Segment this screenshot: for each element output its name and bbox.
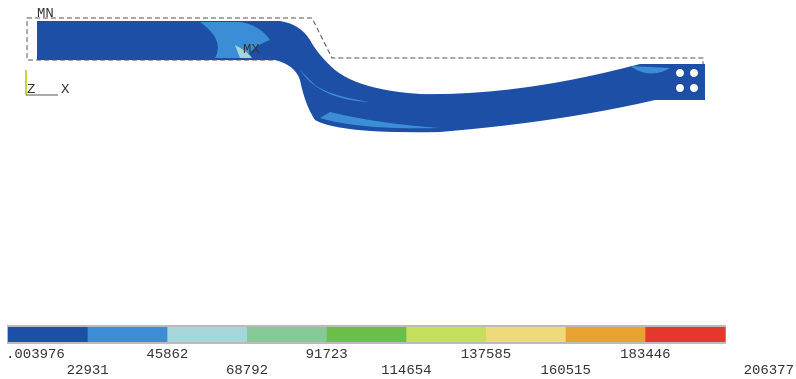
- legend-band: [645, 327, 725, 342]
- max-marker: MX: [243, 42, 260, 58]
- hole: [676, 84, 684, 92]
- legend-band: [167, 327, 247, 342]
- legend-label: 68792: [226, 363, 268, 379]
- hole: [676, 69, 684, 77]
- legend-band: [486, 327, 566, 342]
- hole: [690, 84, 698, 92]
- hole: [690, 69, 698, 77]
- legend-band: [247, 327, 327, 342]
- legend-label: 22931: [67, 363, 109, 379]
- legend-label: 206377: [744, 363, 794, 379]
- legend-band: [566, 327, 646, 342]
- legend-label: 183446: [620, 347, 670, 363]
- legend-band: [327, 327, 407, 342]
- min-marker: MN: [37, 6, 54, 22]
- axis-label: X: [61, 82, 70, 98]
- legend-label: 45862: [146, 347, 188, 363]
- axis-label: Z: [27, 82, 35, 98]
- legend-label: .003976: [6, 347, 65, 363]
- legend-label: 160515: [540, 363, 590, 379]
- legend-band: [8, 327, 88, 342]
- legend-label: 114654: [381, 363, 431, 379]
- legend-band: [406, 327, 486, 342]
- beam: [37, 21, 705, 132]
- legend-band: [88, 327, 168, 342]
- legend-label: 91723: [306, 347, 348, 363]
- fea-plot: MN MX Z X .00397622931 45862 68792 91723 114…: [0, 0, 796, 379]
- model: MN MX Z X: [26, 6, 705, 132]
- legend-label: 137585: [461, 347, 511, 363]
